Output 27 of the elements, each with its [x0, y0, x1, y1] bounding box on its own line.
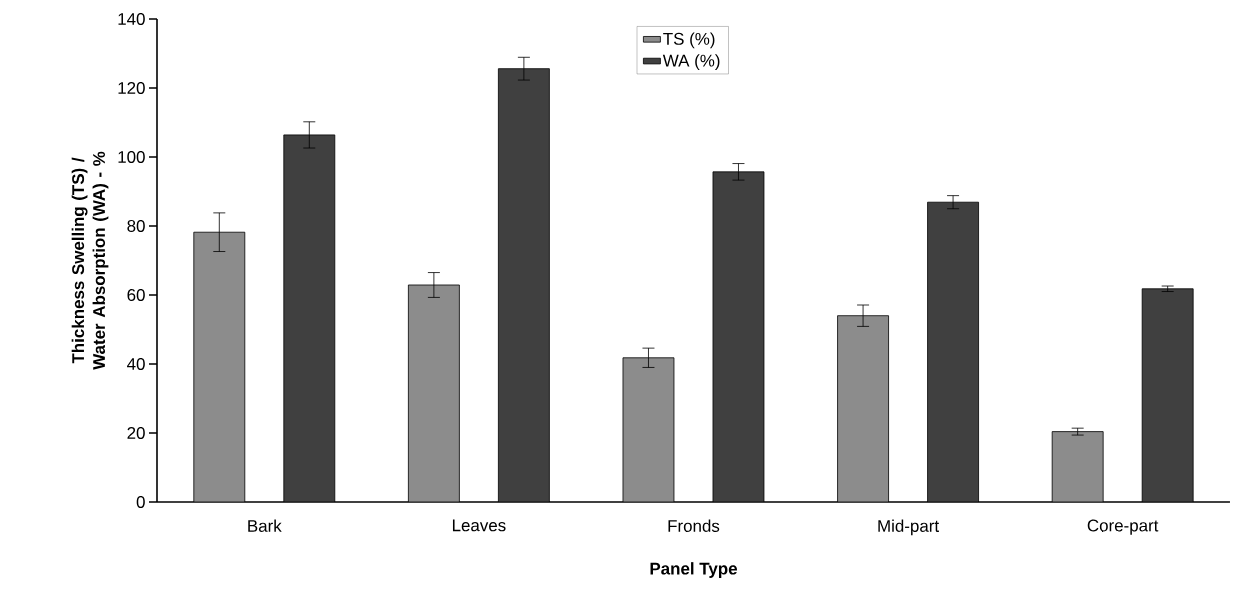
y-tick-label: 20 — [127, 427, 145, 439]
bar — [712, 171, 765, 502]
legend-label: TS (%) — [663, 32, 715, 49]
y-tick-label: 140 — [118, 12, 145, 25]
legend-label: WA (%) — [662, 54, 720, 70]
y-tick-label: 120 — [118, 82, 145, 94]
bar — [927, 201, 979, 502]
x-tick-label: Bark — [248, 519, 282, 532]
bar — [497, 68, 550, 502]
y-tick-label: 0 — [136, 496, 145, 508]
x-axis-title: Panel Type — [650, 562, 737, 578]
x-tick-label: Mid-part — [878, 519, 939, 536]
x-tick-label: Fronds — [668, 519, 720, 532]
bar — [407, 284, 460, 502]
y-tick-label: 60 — [127, 289, 145, 301]
y-tick-label: 100 — [118, 151, 145, 163]
bar — [193, 231, 246, 502]
y-axis-title: Thickness Swelling (TS) / Water Absorption (WA) - % — [71, 151, 109, 370]
bar — [622, 357, 675, 502]
bar — [1051, 431, 1104, 502]
bar — [283, 134, 336, 502]
bar — [1141, 288, 1194, 502]
bar — [837, 315, 889, 502]
y-tick-label: 40 — [127, 358, 145, 370]
x-tick-label: Core-part — [1087, 519, 1159, 535]
y-tick-label: 80 — [127, 220, 145, 232]
x-tick-label: Leaves — [452, 519, 506, 532]
